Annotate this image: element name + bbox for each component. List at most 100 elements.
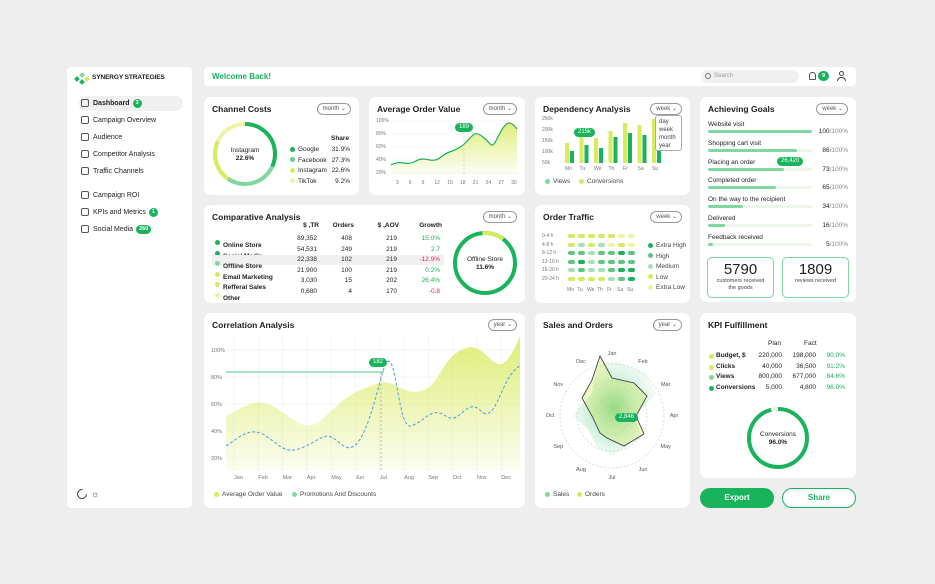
sidebar-item-label: KPIs and Metrics (93, 209, 146, 216)
row-name: Refferal Sales (223, 284, 266, 291)
export-button[interactable]: Export (700, 488, 774, 508)
sidebar-item-audience[interactable]: Audience (79, 130, 183, 145)
traffic-cell (618, 268, 625, 272)
traffic-cell (598, 251, 605, 255)
period-dropdown[interactable]: week (650, 103, 682, 115)
y-tick: 20% (211, 456, 223, 462)
welcome-text: Welcome Back! (212, 72, 271, 81)
cell-growth: 0.2% (425, 266, 440, 274)
sidebar-item-campaign-overview[interactable]: Campaign Overview (79, 113, 183, 128)
y-tick: 150k (542, 138, 553, 144)
legend-dot (648, 284, 653, 290)
card-title: Achieving Goals (708, 104, 775, 114)
legend-dot (290, 178, 295, 184)
menu-option[interactable]: year (659, 143, 671, 149)
period-dropdown[interactable]: week (650, 211, 682, 223)
channel-row: Facebook 27.3% (290, 157, 352, 164)
sidebar-item-traffic-channels[interactable]: Traffic Channels (79, 164, 183, 179)
x-tick: 9 (421, 180, 425, 186)
traffic-cell (578, 251, 585, 255)
period-dropdown[interactable]: month (316, 103, 351, 115)
traffic-cell (588, 268, 595, 272)
traffic-day: Th (597, 287, 603, 293)
goal-label: Delivered (708, 215, 736, 222)
kpi-fact: 4,800 (799, 383, 816, 391)
menu-option[interactable]: day (659, 119, 669, 125)
top-bar: Welcome Back! Search 9 (204, 67, 856, 86)
goal-tag: 26,420 (777, 156, 804, 166)
sidebar-item-campaign-roi[interactable]: Campaign ROI (79, 188, 183, 203)
achieving-goals-card: Achieving Goals week Website visit 100/10… (700, 97, 856, 302)
traffic-cell (608, 276, 615, 281)
period-dropdown[interactable]: year (652, 319, 682, 331)
search-input[interactable]: Search (701, 70, 799, 83)
radar-month: Jan (607, 351, 617, 357)
dependency-analysis-card: Dependency Analysis week 250k 200k 150k 100… (535, 97, 690, 195)
goal-bar-fill (708, 167, 784, 171)
x-tick: Jun (355, 475, 365, 481)
brand-name: SYNERGY STRATEGIES (92, 74, 165, 81)
kpi-pct: 91.2% (826, 362, 845, 370)
traffic-cell (598, 259, 605, 264)
radar-month: Dec (576, 359, 586, 366)
x-tick: 12 (434, 180, 440, 186)
share-header: Share (331, 135, 350, 142)
sidebar-item-kpis-and-metrics[interactable]: KPIs and Metrics 1 (79, 205, 183, 220)
card-title: Dependency Analysis (543, 104, 631, 114)
user-icon[interactable] (837, 71, 846, 81)
globe-icon (81, 133, 89, 141)
cell-tr: 54,531 (297, 245, 317, 253)
y-tick: 100% (211, 348, 226, 354)
goal-label: Website visit (708, 121, 745, 128)
card-title: Comparative Analysis (212, 212, 301, 222)
menu-option[interactable]: month (659, 135, 676, 141)
period-dropdown[interactable]: month (482, 211, 517, 223)
table-row[interactable]: Online Store 89,352 408 219 15.0% (212, 234, 444, 249)
share-button[interactable]: Share (782, 488, 856, 508)
traffic-cell (608, 259, 615, 264)
cell-orders: 102 (341, 256, 352, 263)
goal-label: Shopping cart visit (708, 139, 762, 147)
chart-line-icon (81, 167, 89, 175)
table-row[interactable]: Email Marketing 21,900 100 219 0.2% (212, 266, 444, 281)
traffic-cell (618, 276, 625, 281)
period-dropdown[interactable]: year (487, 319, 517, 331)
sales-radar-chart (559, 355, 665, 469)
traffic-cell (618, 259, 625, 264)
sidebar-item-social-media[interactable]: Social Media 260 (79, 222, 183, 237)
light-mode-toggle[interactable]: ☼ (91, 489, 100, 499)
goal-value: 100/100% (819, 128, 848, 135)
kpi-fact: 198,000 (792, 352, 817, 359)
period-dropdown[interactable]: month (482, 103, 517, 115)
comparative-analysis-card: Comparative Analysis month TR, $ Orders AO… (204, 205, 525, 303)
traffic-cell (578, 242, 585, 247)
conversions-bar (642, 135, 647, 163)
menu-option[interactable]: week (659, 127, 674, 133)
dependency-period-menu[interactable]: day week month year (655, 115, 682, 151)
sidebar-item-badge: 1 (148, 207, 158, 217)
table-row[interactable]: Other 0,680 4 170 -0.8 (212, 287, 444, 302)
table-row[interactable]: Refferal Sales 3,030 15 202 26.4% (212, 276, 444, 291)
goal-value-max: /100% (829, 184, 848, 192)
notification-bell-icon[interactable] (809, 72, 816, 80)
traffic-cell (578, 234, 585, 238)
period-dropdown[interactable]: week (816, 103, 848, 115)
sidebar-item-competitor-analysis[interactable]: Competitor Analysis (79, 147, 183, 162)
traffic-row-label: 20-24 h (542, 275, 559, 282)
legend-dot (648, 263, 653, 269)
goal-value-number: 100 (818, 128, 830, 135)
radar-month: Feb (638, 359, 648, 366)
cell-aov: 219 (386, 245, 397, 253)
traffic-cell (568, 242, 575, 247)
goal-label: On the way to the recipient (708, 196, 786, 204)
goal-value-number: 16 (822, 222, 830, 229)
legend-orders: Orders (577, 491, 605, 498)
aov-line-chart (391, 120, 519, 175)
dark-mode-toggle[interactable] (74, 486, 90, 502)
y-tick: 100% (376, 118, 389, 124)
table-row[interactable]: Offline Store 22,338 102 219 -12.9% (212, 255, 444, 270)
kpi-fulfillment-card: KPI Fulfillment Plan Fact Budget, $ 220,000… (700, 313, 856, 478)
traffic-day: Sa (617, 287, 624, 293)
sidebar-item-dashboard[interactable]: Dashboard 3 (79, 96, 183, 111)
